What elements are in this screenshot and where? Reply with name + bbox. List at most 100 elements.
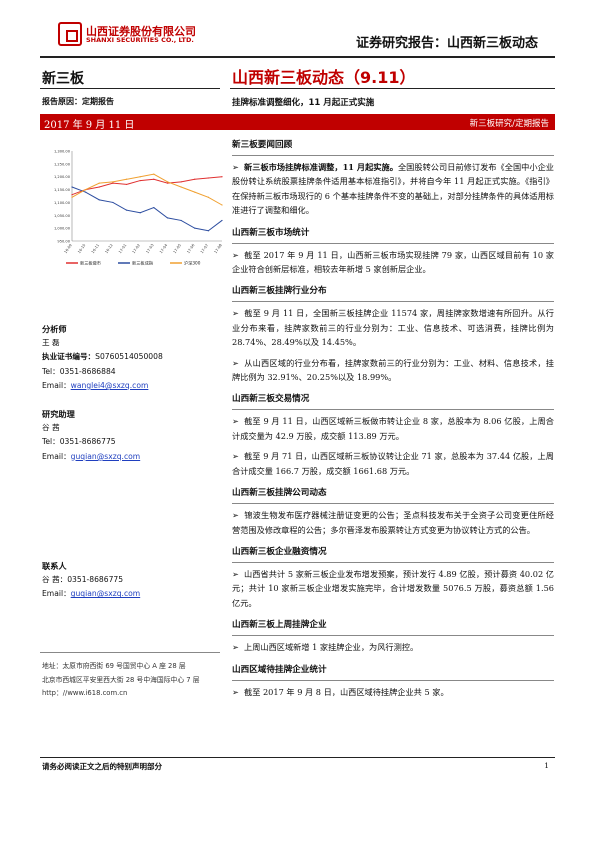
x-tick-label: 17-05 — [173, 243, 182, 254]
x-tick-label: 16-12 — [104, 243, 113, 254]
data-point — [207, 196, 209, 198]
section-heading: 山西区域待挂牌企业统计 — [232, 663, 554, 681]
report-title: 山西新三板动态（9.11） — [232, 68, 416, 87]
y-tick-label: 1,000.00 — [54, 227, 71, 231]
section-heading: 新三板要闻回顾 — [232, 138, 554, 156]
header-title: 证券研究报告：山西新三板动态 — [355, 36, 538, 51]
bullet-arrow-icon: ➢ — [232, 357, 239, 368]
series-line — [71, 186, 223, 232]
paragraph-text: 锦波生物发布医疗器械注册证变更的公告；圣点科技发布关于全资子公司变更住所经营范围… — [232, 510, 554, 535]
section-paragraph: ➢ 新三板市场挂牌标准调整，11 月起实施。全国股转公司日前修订发布《全国中小企业… — [232, 160, 554, 218]
contact-name: 谷 茜：0351-8686775 — [42, 575, 124, 585]
data-point — [98, 186, 100, 188]
data-point — [98, 199, 100, 201]
title-divider — [230, 88, 555, 89]
report-subtitle: 挂牌标准调整细化，11 月起正式实施 — [232, 98, 375, 108]
analyst-cert: 执业证书编号：S0760514050008 — [42, 352, 163, 362]
analyst-name: 王 磊 — [42, 338, 60, 348]
data-point — [112, 201, 114, 204]
data-point — [166, 182, 169, 184]
report-date: 2017 年 9 月 11 日 — [44, 120, 135, 131]
bullet-arrow-icon: ➢ — [232, 416, 239, 427]
paragraph-text: 截至 9 月 71 日，山西区域新三板协议转让企业 71 家，总股本为 37.4… — [232, 451, 554, 476]
data-point — [180, 219, 182, 222]
address-line2: 北京市西城区平安里西大街 28 号中海国际中心 7 层 — [42, 675, 200, 684]
website-link[interactable]: http：//www.i618.com.cn — [42, 689, 128, 697]
x-tick-label: 16-11 — [91, 243, 100, 254]
section-paragraph: ➢ 截至 2017 年 9 月 8 日，山西区域待挂牌企业共 5 家。 — [232, 685, 554, 699]
contact-email-link[interactable]: guqian@sxzq.com — [70, 589, 141, 599]
data-point — [180, 186, 182, 188]
analyst-email: Email：wanglei4@sxzq.com — [42, 380, 149, 390]
data-point — [139, 179, 141, 182]
x-tick-label: 16-10 — [77, 243, 87, 254]
section-paragraph: ➢ 截至 9 月 11 日，全国新三板挂牌企业 11574 家，周挂牌家数增速有所… — [232, 306, 554, 349]
assistant-label: 研究助理 — [42, 409, 75, 420]
data-point — [125, 209, 128, 211]
address-line1: 地址：太原市府西街 69 号国贸中心 A 座 28 层 — [42, 662, 186, 670]
data-point — [85, 188, 87, 191]
paragraph-text: 截至 9 月 11 日，全国新三板挂牌企业 11574 家，周挂牌家数增速有所回… — [232, 308, 554, 348]
y-tick-label: 1,300.00 — [54, 150, 71, 154]
section-paragraph: ➢ 山西省共计 5 家新三板企业发布增发预案，预计发行 4.89 亿股，预计募资 … — [232, 567, 554, 610]
x-tick-label: 16-09 — [64, 243, 74, 254]
section-heading: 山西新三板挂牌公司动态 — [232, 486, 554, 505]
data-point — [153, 206, 155, 209]
section-heading: 山西新三板上周挂牌企业 — [232, 618, 554, 637]
bullet-arrow-icon: ➢ — [232, 568, 239, 579]
y-tick-label: 1,200.00 — [54, 175, 71, 179]
section-heading: 山西新三板市场统计 — [232, 226, 554, 244]
data-point — [98, 182, 100, 184]
section-paragraph: ➢ 锦波生物发布医疗器械注册证变更的公告；圣点科技发布关于全资子公司变更住所经营范… — [232, 508, 554, 537]
y-tick-label: 1,100.00 — [54, 201, 71, 205]
logo-en: SHANXI SECURITIES CO., LTD. — [86, 36, 194, 44]
section-paragraph: ➢ 截至 2017 年 9 月 11 日，山西新三板市场实现挂牌 79 家，山西区… — [232, 248, 554, 277]
report-category: 新三板研究/定期报告 — [469, 119, 549, 129]
section-paragraph: ➢ 截至 9 月 11 日，山西区域新三板做市转让企业 8 家，总股本为 8.06… — [232, 414, 554, 443]
paragraph-text: 截至 2017 年 9 月 8 日，山西区域待挂牌企业共 5 家。 — [244, 686, 449, 697]
paragraph-text: 截至 9 月 11 日，山西区域新三板做市转让企业 8 家，总股本为 8.06 … — [232, 416, 554, 441]
bullet-arrow-icon: ➢ — [232, 510, 239, 521]
data-point — [125, 183, 128, 186]
data-point — [153, 178, 155, 180]
x-tick-label: 17-03 — [145, 243, 154, 254]
contact-email: Email：guqian@sxzq.com — [42, 589, 141, 599]
section-heading: 山西新三板挂牌行业分布 — [232, 284, 554, 303]
data-point — [194, 178, 196, 180]
data-point — [166, 181, 169, 183]
assistant-email-link[interactable]: guqian@sxzq.com — [70, 451, 141, 461]
company-logo: 山西证券股份有限公司 SHANXI SECURITIES CO., LTD. — [58, 22, 208, 50]
footer-divider — [40, 757, 555, 758]
data-point — [207, 177, 209, 179]
data-point — [139, 212, 141, 214]
data-point — [71, 186, 73, 188]
x-tick-label: 17-01 — [118, 243, 127, 254]
series-line — [71, 176, 223, 196]
data-point — [180, 181, 182, 183]
section-paragraph: ➢ 上周山西区域新增 1 家挂牌企业，为风行测控。 — [232, 640, 554, 654]
analyst-label: 分析师 — [42, 324, 67, 334]
data-point — [207, 230, 209, 232]
data-point — [139, 176, 141, 178]
x-tick-label: 17-06 — [186, 243, 196, 254]
assistant-name: 谷 茜 — [42, 423, 60, 433]
data-point — [194, 227, 196, 229]
y-tick-label: 1,150.00 — [54, 188, 71, 192]
analyst-block: 分析师 王 磊 执业证书编号：S0760514050008 Tel：0351-8… — [42, 322, 220, 601]
data-point — [71, 196, 73, 198]
bullet-arrow-icon: ➢ — [232, 249, 239, 260]
board-label: 新三板 — [42, 71, 84, 87]
legend-label: 新三板成指 — [132, 260, 153, 267]
paragraph-text: 全国股转公司日前修订发布《全国中小企业股份转让系统股票挂牌条件适用基本标准指引》… — [232, 162, 554, 216]
paragraph-text: 从山西区域的行业分布看，挂牌家数前三的行业分别为：工业、材料、信息技术，挂牌比例… — [232, 357, 554, 383]
x-tick-label: 17-04 — [159, 243, 169, 254]
data-point — [221, 219, 223, 222]
bullet-arrow-icon: ➢ — [232, 642, 239, 653]
data-point — [112, 181, 114, 183]
paragraph-text: 山西省共计 5 家新三板企业发布增发预案，预计发行 4.89 亿股，预计募资 4… — [232, 568, 554, 608]
main-content: 新三板要闻回顾 ➢ 新三板市场挂牌标准调整，11 月起实施。全国股转公司日前修订发布… — [232, 138, 554, 705]
legend-label: 新三板做市 — [80, 260, 101, 267]
date-bar: 2017 年 9 月 11 日 新三板研究/定期报告 — [40, 114, 555, 131]
data-point — [71, 194, 73, 196]
analyst-email-link[interactable]: wanglei4@sxzq.com — [70, 380, 149, 390]
